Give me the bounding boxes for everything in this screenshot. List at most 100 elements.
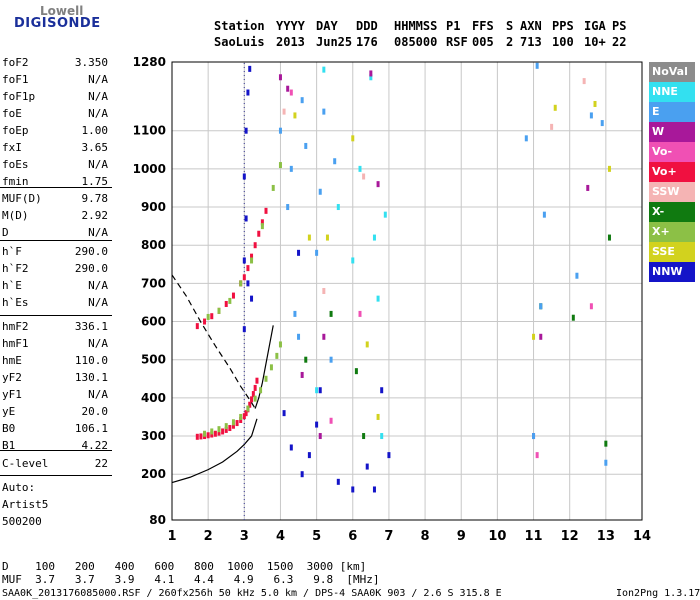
echo-point-1-7 xyxy=(253,395,257,402)
echo-point-6-5 xyxy=(369,74,373,81)
param-name: hmF2 xyxy=(2,320,29,333)
echo-point-11-7 xyxy=(589,112,593,119)
param-row-ye: yE 20.0 xyxy=(2,405,108,420)
y-tick-label-800: 800 xyxy=(141,238,166,252)
echo-point-1-1 xyxy=(210,428,214,435)
param-value: N/A xyxy=(88,296,108,309)
echo-point-3-6 xyxy=(271,184,275,191)
echo-point-2-10 xyxy=(253,242,257,249)
echo-point-9-6 xyxy=(532,333,536,340)
echo-point-1-10 xyxy=(269,364,273,371)
header-label-4: HHMMSS xyxy=(394,19,438,33)
echo-point-10-6 xyxy=(604,440,608,447)
echo-point-2-4 xyxy=(224,300,228,307)
echo-point-5-1 xyxy=(286,204,290,211)
echo-point-7-6 xyxy=(318,387,322,394)
param-value: N/A xyxy=(88,90,108,103)
echo-point-8-1 xyxy=(286,85,290,92)
muf-frequency-row: MUF 3.7 3.7 3.9 4.1 4.4 4.9 6.3 9.8 [MHz… xyxy=(2,573,380,586)
echo-point-1-9 xyxy=(264,375,268,382)
param-name: D xyxy=(2,226,9,239)
echo-point-10-2 xyxy=(354,368,358,375)
echo-point-2-11 xyxy=(257,230,261,237)
param-name: yF1 xyxy=(2,388,22,401)
echo-point-5-7 xyxy=(315,249,319,256)
param-row-clevel: C-level 22 xyxy=(2,457,108,472)
param-value: 22 xyxy=(94,457,108,470)
auto-line-2: 500200 xyxy=(2,515,42,528)
echo-point-11-2 xyxy=(535,62,539,69)
echo-point-0-0 xyxy=(195,433,199,440)
echo-point-11-6 xyxy=(600,120,604,127)
header-value-2: Jun25 xyxy=(316,35,353,49)
echo-point-11-5 xyxy=(575,272,579,279)
param-row-mufd: MUF(D) 9.78 xyxy=(2,192,108,207)
header-label-0: Station xyxy=(214,19,265,33)
echo-point-0-19 xyxy=(253,384,257,391)
param-row-b0: B0 106.1 xyxy=(2,422,108,437)
echo-point-7-1 xyxy=(289,444,293,451)
y-tick-label-300: 300 xyxy=(141,429,166,443)
echo-point-8-5 xyxy=(369,70,373,77)
echo-point-8-6 xyxy=(376,181,380,188)
y-tick-label-80: 80 xyxy=(149,513,166,527)
header-label-11: PS xyxy=(612,19,627,33)
echo-point-13-1 xyxy=(322,288,326,294)
param-row-fof2: foF2 3.350 xyxy=(2,56,108,71)
param-row-hf: h`F 290.0 xyxy=(2,245,108,260)
header-value-6: 005 xyxy=(472,35,494,49)
logo-digisonde: DIGISONDE xyxy=(14,16,101,31)
echo-point-10-1 xyxy=(329,310,333,317)
param-value: N/A xyxy=(88,279,108,292)
param-row-fxi: fxI 3.65 xyxy=(2,141,108,156)
header-value-3: 176 xyxy=(356,35,378,49)
echo-point-11-4 xyxy=(542,211,546,218)
param-value: 3.350 xyxy=(74,56,108,69)
echo-point-7-5 xyxy=(315,421,319,428)
y-tick-label-200: 200 xyxy=(141,467,166,481)
header-label-9: PPS xyxy=(552,19,574,33)
echo-point-11-1 xyxy=(532,433,536,440)
param-name: hmE xyxy=(2,354,22,367)
echo-point-2-5 xyxy=(231,292,235,299)
echo-point-2-12 xyxy=(260,219,264,226)
echo-point-9-8 xyxy=(593,100,597,107)
echo-point-5-6 xyxy=(304,142,308,149)
param-name: B1 xyxy=(2,439,16,452)
param-name: foF1 xyxy=(2,73,29,86)
header-value-10: 10+ xyxy=(584,35,606,49)
logo-lowell: Lowell xyxy=(40,4,84,18)
header-value-11: 22 xyxy=(612,35,627,49)
param-value: 1.00 xyxy=(81,124,109,137)
echo-point-2-2 xyxy=(210,313,214,320)
echo-point-6-1 xyxy=(322,66,326,73)
echo-point-10-5 xyxy=(571,314,575,321)
param-name: foF2 xyxy=(2,56,29,69)
param-row-hme: hmE 110.0 xyxy=(2,354,108,369)
y-tick-label-400: 400 xyxy=(141,391,166,405)
echo-point-6-9 xyxy=(383,211,387,218)
echo-point-5-9 xyxy=(322,108,326,115)
echo-point-1-8 xyxy=(259,387,263,394)
y-tick-label-1000: 1000 xyxy=(133,162,166,176)
echo-point-10-3 xyxy=(362,433,366,440)
echo-point-0-16 xyxy=(248,401,252,408)
param-value: 3.65 xyxy=(81,141,109,154)
param-name: foEs xyxy=(2,158,29,171)
header-label-5: P1 xyxy=(446,19,461,33)
trace-line-1 xyxy=(171,274,256,409)
echo-point-7-4 xyxy=(307,452,311,459)
echo-point-10-7 xyxy=(607,234,611,241)
echo-point-0-8 xyxy=(224,426,228,433)
param-value: N/A xyxy=(88,73,108,86)
legend-item-w: W xyxy=(649,122,695,142)
echo-point-2-13 xyxy=(264,207,268,214)
header-value-7: 2 xyxy=(506,35,514,49)
parameters-panel: foF2 3.350 foF1 N/A foF1p N/A foE N/A foEp 1.00 fx… xyxy=(0,0,115,540)
param-row-hf2: h`F2 290.0 xyxy=(2,262,108,277)
echo-point-0-11 xyxy=(235,420,239,427)
echo-point-8-0 xyxy=(278,74,282,81)
echo-point-11-0 xyxy=(524,135,528,142)
echo-point-5-0 xyxy=(278,127,282,134)
